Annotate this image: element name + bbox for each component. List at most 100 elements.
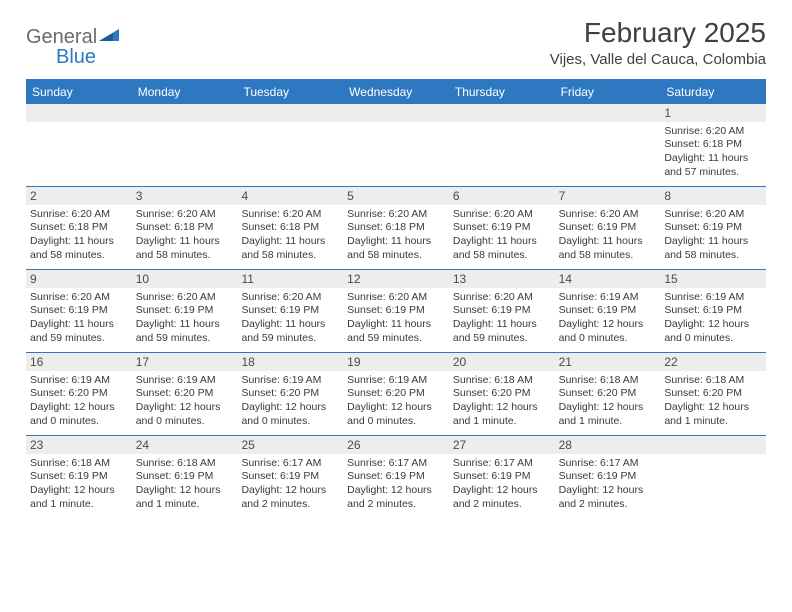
sunrise-text: Sunrise: 6:19 AM bbox=[30, 374, 128, 388]
day-cell: 15Sunrise: 6:19 AMSunset: 6:19 PMDayligh… bbox=[660, 270, 766, 352]
daylight-text: Daylight: 11 hours and 59 minutes. bbox=[30, 318, 128, 345]
logo-word-blue: Blue bbox=[56, 46, 96, 68]
daylight-text: Daylight: 12 hours and 0 minutes. bbox=[241, 401, 339, 428]
day-cell: 2Sunrise: 6:20 AMSunset: 6:18 PMDaylight… bbox=[26, 187, 132, 269]
sunrise-text: Sunrise: 6:20 AM bbox=[453, 291, 551, 305]
day-body: Sunrise: 6:19 AMSunset: 6:20 PMDaylight:… bbox=[135, 374, 235, 429]
sunrise-text: Sunrise: 6:20 AM bbox=[347, 291, 445, 305]
sunrise-text: Sunrise: 6:19 AM bbox=[136, 374, 234, 388]
location-subtitle: Vijes, Valle del Cauca, Colombia bbox=[550, 51, 766, 68]
day-cell: 3 Sunrise: 6:20 AMSunset: 6:18 PMDaylight… bbox=[132, 187, 238, 269]
day-cell bbox=[449, 104, 555, 186]
sunset-text: Sunset: 6:20 PM bbox=[30, 387, 128, 401]
sunrise-text: Sunrise: 6:20 AM bbox=[241, 291, 339, 305]
sunset-text: Sunset: 6:20 PM bbox=[241, 387, 339, 401]
sunset-text: Sunset: 6:19 PM bbox=[136, 470, 234, 484]
sunrise-text: Sunrise: 6:18 AM bbox=[559, 374, 657, 388]
sunset-text: Sunset: 6:19 PM bbox=[453, 221, 551, 235]
day-body: Sunrise: 6:18 AMSunset: 6:19 PMDaylight:… bbox=[29, 457, 129, 512]
sunset-text: Sunset: 6:20 PM bbox=[559, 387, 657, 401]
daylight-text: Daylight: 11 hours and 58 minutes. bbox=[136, 235, 234, 262]
daylight-text: Daylight: 12 hours and 0 minutes. bbox=[30, 401, 128, 428]
daylight-text: Daylight: 11 hours and 58 minutes. bbox=[559, 235, 657, 262]
daylight-text: Daylight: 12 hours and 1 minute. bbox=[664, 401, 762, 428]
daylight-text: Daylight: 12 hours and 1 minute. bbox=[453, 401, 551, 428]
day-number: 27 bbox=[449, 436, 555, 454]
day-body: Sunrise: 6:20 AMSunset: 6:18 PMDaylight:… bbox=[135, 208, 235, 263]
day-body: Sunrise: 6:20 AMSunset: 6:18 PMDaylight:… bbox=[346, 208, 446, 263]
day-cell bbox=[343, 104, 449, 186]
day-number: 16 bbox=[26, 353, 132, 371]
sunset-text: Sunset: 6:18 PM bbox=[136, 221, 234, 235]
day-body: Sunrise: 6:20 AMSunset: 6:19 PMDaylight:… bbox=[135, 291, 235, 346]
day-number: 7 bbox=[555, 187, 661, 205]
day-number: 11 bbox=[237, 270, 343, 288]
month-title: February 2025 bbox=[550, 18, 766, 49]
day-number: 3 bbox=[132, 187, 238, 205]
sunset-text: Sunset: 6:19 PM bbox=[453, 304, 551, 318]
daylight-text: Daylight: 11 hours and 59 minutes. bbox=[347, 318, 445, 345]
day-body: Sunrise: 6:17 AMSunset: 6:19 PMDaylight:… bbox=[240, 457, 340, 512]
day-cell: 27Sunrise: 6:17 AMSunset: 6:19 PMDayligh… bbox=[449, 436, 555, 518]
sunset-text: Sunset: 6:19 PM bbox=[30, 470, 128, 484]
day-number: 6 bbox=[449, 187, 555, 205]
day-number: 25 bbox=[237, 436, 343, 454]
sunrise-text: Sunrise: 6:20 AM bbox=[664, 125, 762, 139]
day-body: Sunrise: 6:20 AMSunset: 6:19 PMDaylight:… bbox=[240, 291, 340, 346]
weekday-thu: Thursday bbox=[449, 81, 555, 104]
day-number bbox=[660, 436, 766, 454]
day-cell: 16 Sunrise: 6:19 AMSunset: 6:20 PMDayligh… bbox=[26, 353, 132, 435]
day-number: 20 bbox=[449, 353, 555, 371]
day-number bbox=[132, 104, 238, 122]
day-number bbox=[343, 104, 449, 122]
weekday-fri: Friday bbox=[555, 81, 661, 104]
day-body: Sunrise: 6:20 AMSunset: 6:18 PMDaylight:… bbox=[663, 125, 763, 180]
weeks-container: 1Sunrise: 6:20 AMSunset: 6:18 PMDaylight… bbox=[26, 104, 766, 518]
sunrise-text: Sunrise: 6:17 AM bbox=[559, 457, 657, 471]
sunrise-text: Sunrise: 6:19 AM bbox=[664, 291, 762, 305]
daylight-text: Daylight: 12 hours and 0 minutes. bbox=[136, 401, 234, 428]
day-body: Sunrise: 6:18 AMSunset: 6:20 PMDaylight:… bbox=[452, 374, 552, 429]
sunrise-text: Sunrise: 6:18 AM bbox=[136, 457, 234, 471]
daylight-text: Daylight: 11 hours and 59 minutes. bbox=[453, 318, 551, 345]
day-number bbox=[555, 104, 661, 122]
sunrise-text: Sunrise: 6:18 AM bbox=[453, 374, 551, 388]
day-number: 28 bbox=[555, 436, 661, 454]
day-number: 21 bbox=[555, 353, 661, 371]
sunset-text: Sunset: 6:19 PM bbox=[664, 304, 762, 318]
day-body: Sunrise: 6:17 AMSunset: 6:19 PMDaylight:… bbox=[558, 457, 658, 512]
logo-triangle-icon bbox=[99, 27, 121, 48]
sunset-text: Sunset: 6:19 PM bbox=[241, 304, 339, 318]
day-number: 4 bbox=[237, 187, 343, 205]
day-cell: 6Sunrise: 6:20 AMSunset: 6:19 PMDaylight… bbox=[449, 187, 555, 269]
day-number: 13 bbox=[449, 270, 555, 288]
daylight-text: Daylight: 11 hours and 58 minutes. bbox=[453, 235, 551, 262]
day-body: Sunrise: 6:20 AMSunset: 6:19 PMDaylight:… bbox=[346, 291, 446, 346]
sunset-text: Sunset: 6:20 PM bbox=[347, 387, 445, 401]
daylight-text: Daylight: 11 hours and 58 minutes. bbox=[664, 235, 762, 262]
day-number: 10 bbox=[132, 270, 238, 288]
week-row: 2Sunrise: 6:20 AMSunset: 6:18 PMDaylight… bbox=[26, 186, 766, 269]
day-body: Sunrise: 6:20 AMSunset: 6:18 PMDaylight:… bbox=[240, 208, 340, 263]
sunrise-text: Sunrise: 6:18 AM bbox=[664, 374, 762, 388]
sunset-text: Sunset: 6:19 PM bbox=[559, 304, 657, 318]
day-number: 18 bbox=[237, 353, 343, 371]
sunset-text: Sunset: 6:18 PM bbox=[664, 138, 762, 152]
day-cell: 9Sunrise: 6:20 AMSunset: 6:19 PMDaylight… bbox=[26, 270, 132, 352]
daylight-text: Daylight: 12 hours and 2 minutes. bbox=[453, 484, 551, 511]
day-cell: 14Sunrise: 6:19 AMSunset: 6:19 PMDayligh… bbox=[555, 270, 661, 352]
day-body: Sunrise: 6:19 AMSunset: 6:20 PMDaylight:… bbox=[240, 374, 340, 429]
weekday-header-row: Sunday Monday Tuesday Wednesday Thursday… bbox=[26, 81, 766, 104]
sunrise-text: Sunrise: 6:20 AM bbox=[241, 208, 339, 222]
day-number: 8 bbox=[660, 187, 766, 205]
calendar-grid: Sunday Monday Tuesday Wednesday Thursday… bbox=[26, 79, 766, 518]
daylight-text: Daylight: 12 hours and 2 minutes. bbox=[559, 484, 657, 511]
daylight-text: Daylight: 11 hours and 57 minutes. bbox=[664, 152, 762, 179]
day-cell bbox=[555, 104, 661, 186]
weekday-sat: Saturday bbox=[660, 81, 766, 104]
day-number: 24 bbox=[132, 436, 238, 454]
daylight-text: Daylight: 11 hours and 58 minutes. bbox=[30, 235, 128, 262]
daylight-text: Daylight: 12 hours and 0 minutes. bbox=[347, 401, 445, 428]
day-number: 15 bbox=[660, 270, 766, 288]
day-cell: 23Sunrise: 6:18 AMSunset: 6:19 PMDayligh… bbox=[26, 436, 132, 518]
